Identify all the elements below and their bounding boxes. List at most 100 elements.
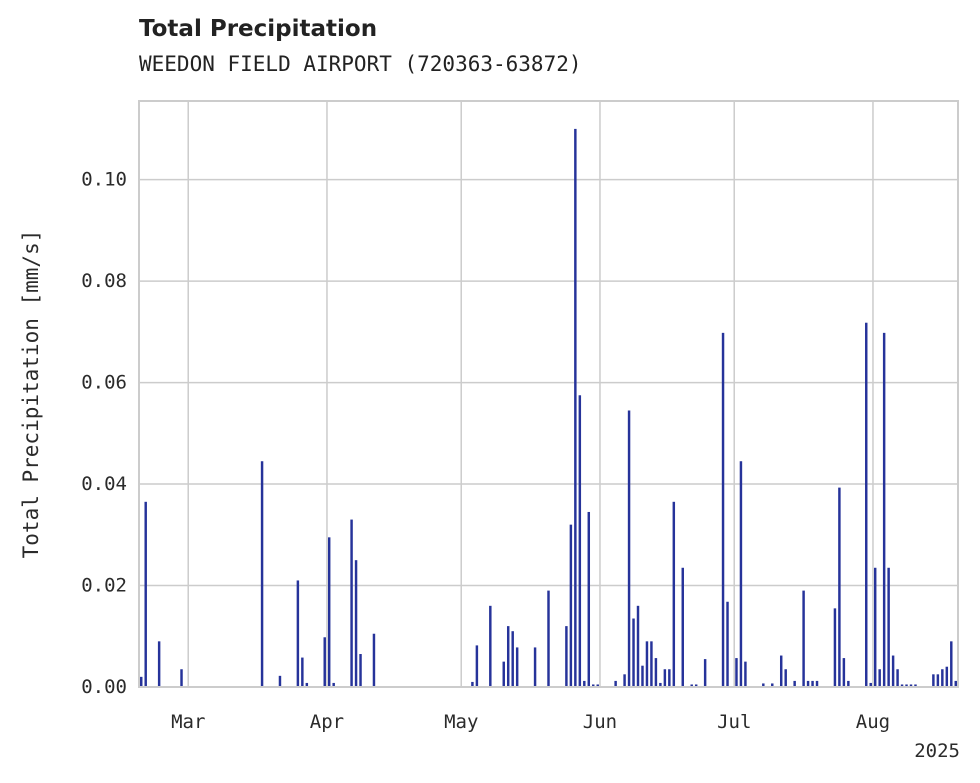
precip-bar xyxy=(301,657,304,687)
precip-bar xyxy=(574,128,577,687)
precip-bar xyxy=(614,680,617,687)
precip-bar xyxy=(762,683,765,687)
x-tick-label: Mar xyxy=(171,711,205,733)
x-tick-label: Jul xyxy=(717,711,751,733)
precip-bar xyxy=(672,501,676,687)
precip-bar xyxy=(726,601,729,687)
y-tick-label: 0.06 xyxy=(81,372,127,394)
precip-bar xyxy=(511,631,514,687)
precip-bar xyxy=(372,633,376,687)
ticks-layer: 0.00 0.02 0.04 0.06 0.08 0.10 Mar Apr May Jun Jul A… xyxy=(81,169,890,733)
precip-bar xyxy=(891,655,895,687)
precip-bar xyxy=(278,675,282,687)
precip-bar xyxy=(833,608,837,687)
precip-bar xyxy=(896,669,899,687)
precip-bar xyxy=(869,682,872,687)
precip-bar xyxy=(305,682,309,687)
y-tick-label: 0.04 xyxy=(81,473,127,495)
precip-bar xyxy=(569,524,573,687)
precip-bar xyxy=(865,322,868,687)
precip-bar xyxy=(354,560,358,687)
precip-bar xyxy=(954,680,957,687)
precip-bar xyxy=(515,647,519,687)
precip-bar xyxy=(359,654,362,687)
precip-bar xyxy=(506,626,510,687)
precip-bar xyxy=(489,605,492,687)
precip-bar xyxy=(547,590,550,687)
precip-bar xyxy=(838,487,841,687)
precip-bar xyxy=(806,680,810,687)
precip-bar xyxy=(900,684,904,687)
precip-bar xyxy=(847,680,850,687)
precip-bar xyxy=(578,395,582,687)
precip-bar xyxy=(632,618,635,687)
precip-bar xyxy=(475,645,479,687)
precip-bar xyxy=(327,537,331,687)
precip-bar xyxy=(260,461,264,687)
precip-bar xyxy=(650,641,653,687)
precip-bar xyxy=(703,659,707,687)
precip-bar xyxy=(909,684,913,687)
precip-bar xyxy=(592,684,595,687)
y-tick-label: 0.10 xyxy=(81,169,127,191)
precip-bar xyxy=(771,683,774,687)
precip-bar xyxy=(636,605,640,687)
precip-bar xyxy=(583,680,586,687)
precip-bar xyxy=(350,519,353,687)
precip-bar xyxy=(690,684,693,687)
x-tick-label: Apr xyxy=(310,711,344,733)
precip-bar xyxy=(180,669,183,687)
precip-bar xyxy=(502,661,505,687)
precip-bar xyxy=(932,674,935,687)
precip-bar xyxy=(587,511,591,687)
precip-bar xyxy=(811,680,814,687)
precip-bar xyxy=(744,661,747,687)
precip-bar xyxy=(802,590,805,687)
plot-frame xyxy=(138,100,959,688)
precip-bar xyxy=(779,655,783,687)
precip-bar xyxy=(565,626,568,687)
precip-bar xyxy=(739,461,743,687)
precip-bar xyxy=(645,641,649,687)
precip-bar xyxy=(663,669,667,687)
y-tick-label: 0.08 xyxy=(81,270,127,292)
chart-subtitle: WEEDON FIELD AIRPORT (720363-63872) xyxy=(139,52,582,76)
precip-bar xyxy=(659,682,662,687)
precip-bar xyxy=(623,674,626,687)
precip-bar xyxy=(941,669,944,687)
precip-bar xyxy=(471,681,474,687)
y-tick-label: 0.00 xyxy=(81,676,127,698)
precip-bar xyxy=(882,332,886,687)
precip-bar xyxy=(296,580,300,687)
y-tick-label: 0.02 xyxy=(81,575,127,597)
precip-bar xyxy=(694,684,698,687)
precip-bar xyxy=(641,665,644,687)
precip-bar xyxy=(887,567,890,687)
precip-bar xyxy=(140,676,143,687)
precip-bar xyxy=(735,658,738,687)
precip-bar xyxy=(157,641,161,687)
grid-layer xyxy=(139,101,958,687)
precip-bar xyxy=(784,669,787,687)
x-tick-label: May xyxy=(444,711,478,733)
precip-bar xyxy=(668,669,671,687)
x-axis-year-label: 2025 xyxy=(914,740,960,762)
precip-bar xyxy=(950,641,953,687)
precip-bar xyxy=(842,658,846,687)
precip-bar xyxy=(533,647,537,687)
precip-bar xyxy=(332,682,335,687)
chart-title: Total Precipitation xyxy=(139,16,378,42)
precip-bar xyxy=(144,501,147,687)
precip-bar xyxy=(905,684,908,687)
precip-bar xyxy=(815,680,819,687)
bars-layer xyxy=(140,128,957,687)
precip-bar xyxy=(793,680,796,687)
precip-bar xyxy=(654,658,658,687)
precip-bar xyxy=(323,637,326,687)
precip-bar xyxy=(596,684,599,687)
precip-bar xyxy=(627,410,631,687)
precip-bar xyxy=(914,684,917,687)
x-tick-label: Jun xyxy=(583,711,617,733)
precip-bar xyxy=(878,669,881,687)
